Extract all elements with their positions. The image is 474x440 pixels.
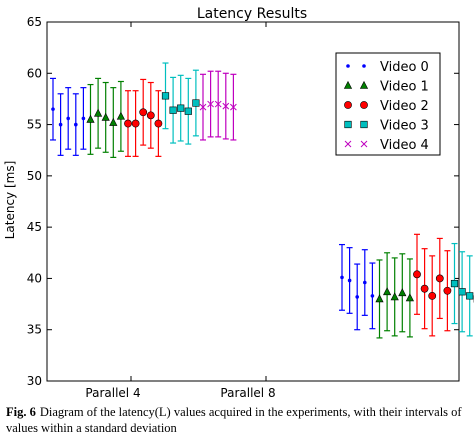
legend-marker [360, 140, 368, 148]
data-point [199, 103, 207, 111]
y-tick-label: 30 [27, 374, 42, 388]
series-video-1 [86, 77, 414, 339]
chart-title: Latency Results [197, 6, 307, 22]
y-tick-label: 55 [27, 118, 42, 132]
legend-marker [344, 120, 352, 129]
data-point [124, 119, 132, 128]
legend-marker [344, 140, 352, 148]
series-video-0 [50, 77, 376, 331]
x-tick-label: Parallel 4 [85, 386, 140, 400]
legend-marker [362, 64, 366, 68]
legend-marker [344, 101, 352, 109]
caption-label: Fig. 6 [6, 405, 36, 419]
axes: 30 35 40 45 50 55 60 65 Parallel 4 Parallel 8 [27, 15, 460, 400]
data-point [390, 292, 399, 301]
data-point [139, 108, 148, 117]
legend-label: Video 1 [380, 80, 429, 95]
data-point [230, 103, 237, 111]
data-point [131, 119, 140, 128]
caption-text: Diagram of the latency(L) values acquire… [6, 405, 462, 435]
data-point [370, 294, 375, 298]
y-tick-label: 50 [27, 169, 42, 183]
data-point [154, 119, 163, 128]
data-point [375, 294, 384, 303]
figure-caption: Fig. 6 Diagram of the latency(L) values a… [6, 404, 468, 436]
legend-label: Video 2 [380, 99, 429, 114]
data-point [51, 107, 55, 111]
y-tick-label: 35 [27, 323, 42, 337]
legend-marker [346, 64, 350, 68]
legend-box [335, 52, 441, 156]
data-point [398, 288, 407, 297]
legend-label: Video 0 [380, 60, 429, 75]
data-point [363, 280, 367, 285]
data-point [450, 279, 459, 288]
data-point [74, 122, 78, 127]
legend-label: Video 3 [380, 119, 429, 134]
data-point [383, 287, 392, 296]
y-tick-label: 65 [27, 15, 42, 29]
data-point [58, 122, 63, 127]
data-point [146, 111, 155, 120]
y-tick-label: 45 [27, 220, 42, 234]
data-point [161, 92, 170, 100]
series-video-4 [199, 70, 237, 141]
data-point [420, 284, 429, 293]
data-point [116, 111, 125, 120]
data-point [81, 116, 86, 121]
data-marks [50, 62, 474, 339]
data-point [177, 104, 185, 112]
data-point [169, 106, 177, 114]
x-tick-label: Parallel 8 [220, 386, 275, 400]
data-point [355, 295, 360, 299]
series-video-3 [161, 62, 474, 337]
data-point [66, 116, 70, 121]
data-point [207, 100, 214, 108]
legend-marker [359, 80, 369, 89]
series-video-2 [124, 78, 452, 337]
data-point [458, 288, 466, 296]
legend-marker [360, 120, 368, 129]
legend: Video 0 Video 1 Video 2 Video 3 Video 4 [335, 52, 441, 156]
data-point [428, 291, 437, 300]
data-point [86, 114, 95, 123]
data-point [94, 108, 103, 117]
data-point [347, 278, 352, 283]
y-tick-label: 40 [27, 271, 42, 285]
legend-marker [360, 101, 368, 109]
data-point [466, 292, 474, 300]
data-point [192, 99, 200, 107]
y-tick-label: 60 [27, 66, 42, 80]
data-point [413, 270, 421, 279]
legend-marker [343, 80, 353, 89]
data-point [435, 274, 444, 283]
data-point [101, 112, 110, 121]
latency-chart: Latency Results Latency [ms] 30 35 40 45 50 5… [3, 6, 474, 400]
data-point [222, 102, 230, 110]
legend-label: Video 4 [380, 138, 429, 153]
data-point [214, 100, 222, 108]
data-point [405, 293, 414, 302]
data-point [184, 107, 192, 115]
data-point [443, 286, 452, 295]
data-point [109, 117, 118, 126]
data-point [340, 275, 344, 280]
plot-frame [46, 21, 460, 382]
y-axis-label: Latency [ms] [3, 161, 17, 240]
